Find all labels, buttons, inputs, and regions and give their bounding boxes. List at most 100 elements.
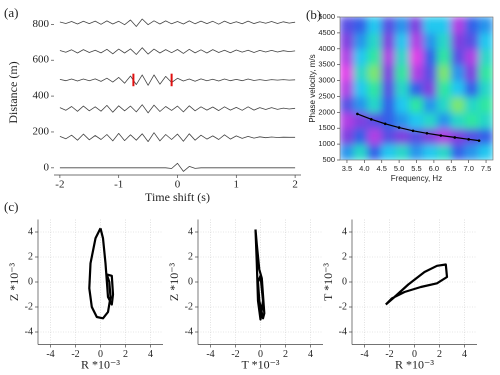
y-tick-label: -2 bbox=[339, 301, 347, 312]
heat-cell bbox=[422, 64, 438, 82]
heat-cell bbox=[464, 17, 480, 34]
heat-cell bbox=[422, 143, 438, 160]
heat-cell bbox=[367, 64, 383, 82]
heat-cell bbox=[367, 32, 383, 50]
x-axis-label: Frequency, Hz bbox=[391, 174, 442, 183]
panel: (b) 3.5 4.0 4.5 5.0 5.5 6.0 6.5 7.0 7.5 500 1000 150… bbox=[306, 7, 494, 183]
heat-cell bbox=[381, 143, 397, 160]
y-tick-label: 1500 bbox=[318, 123, 335, 132]
x-tick-label: 3.5 bbox=[342, 164, 352, 173]
y-tick-label: -2 bbox=[185, 301, 193, 312]
heat-cell bbox=[422, 95, 438, 113]
curve-point bbox=[425, 132, 429, 135]
heat-cell bbox=[340, 80, 355, 97]
x-tick-label: 0 bbox=[258, 349, 263, 360]
y-tick-label: -4 bbox=[185, 326, 193, 337]
heat-cell bbox=[367, 17, 383, 34]
x-tick-label: 2 bbox=[437, 349, 442, 360]
x-tick-label: 0 bbox=[175, 179, 181, 191]
x-tick-label: 0 bbox=[98, 349, 103, 360]
y-axis-label: Distance (m) bbox=[6, 61, 20, 123]
trace bbox=[59, 47, 296, 55]
heat-cell bbox=[450, 17, 466, 34]
y-tick-label: 1000 bbox=[318, 139, 335, 148]
y-tick-label: 2 bbox=[342, 251, 347, 262]
y-tick-label: 3500 bbox=[318, 60, 335, 69]
x-tick-label: -2 bbox=[55, 179, 64, 191]
heat-cell bbox=[381, 17, 397, 34]
heat-cell bbox=[464, 95, 480, 113]
heat-cell bbox=[353, 80, 369, 97]
heat-cell bbox=[367, 95, 383, 113]
y-tick-label: 4 bbox=[342, 226, 347, 237]
trace bbox=[59, 104, 296, 114]
y-tick-label: 5000 bbox=[318, 12, 335, 21]
x-tick-label: 6.0 bbox=[429, 164, 439, 173]
y-tick-label: 400 bbox=[33, 90, 50, 102]
x-tick-label: 5.0 bbox=[394, 164, 404, 173]
x-tick-label: -1 bbox=[114, 179, 123, 191]
heat-cell bbox=[353, 95, 369, 113]
heat-cell bbox=[478, 17, 493, 34]
heat-cell bbox=[353, 17, 369, 34]
x-axis-label: R *10⁻³ bbox=[395, 357, 434, 371]
y-tick-label: 3000 bbox=[318, 76, 335, 85]
heat-cell bbox=[478, 95, 493, 113]
heat-cell bbox=[436, 48, 452, 66]
curve-point bbox=[439, 134, 443, 137]
motion-curve bbox=[88, 227, 115, 320]
heat-cell bbox=[450, 48, 466, 66]
heat-cell bbox=[436, 143, 452, 160]
heat-cell bbox=[422, 127, 438, 145]
y-tick-label: 0 bbox=[28, 276, 33, 287]
heat-cell bbox=[340, 32, 355, 50]
heat-cell bbox=[395, 127, 411, 145]
heat-cell bbox=[464, 64, 480, 82]
motion-curve bbox=[385, 263, 449, 306]
heatmap-cells bbox=[340, 17, 493, 160]
curve-point bbox=[356, 112, 359, 116]
heat-cell bbox=[395, 48, 411, 66]
x-axis-label: R *10⁻³ bbox=[81, 357, 120, 371]
panel: -4 -2 0 2 4 -4 -2 0 2 4 R *10⁻³ T *10⁻³ bbox=[321, 219, 477, 371]
heat-cell bbox=[395, 95, 411, 113]
panel: (a) -2 -1 0 1 2 0 200 400 600 800 Time shift (s) Dis… bbox=[4, 5, 301, 204]
y-tick-label: 4 bbox=[188, 226, 193, 237]
y-tick-label: 600 bbox=[33, 54, 50, 66]
x-tick-label: 4 bbox=[308, 349, 313, 360]
x-tick-label: 4 bbox=[148, 349, 153, 360]
panel: -4 -2 0 2 4 -4 -2 0 2 4 T *10⁻³ Z *10⁻³ bbox=[167, 219, 323, 371]
curve-point bbox=[383, 122, 387, 126]
x-tick-label: 5.5 bbox=[411, 164, 421, 173]
heat-cell bbox=[340, 48, 355, 66]
heat-cell bbox=[450, 127, 466, 145]
y-tick-label: 0 bbox=[342, 276, 347, 287]
heat-cell bbox=[395, 17, 411, 34]
heat-cell bbox=[367, 80, 383, 97]
heat-cell bbox=[395, 80, 411, 97]
x-tick-label: 4.5 bbox=[377, 164, 387, 173]
heat-cell bbox=[340, 95, 355, 113]
y-tick-label: 200 bbox=[33, 125, 50, 137]
heat-cell bbox=[450, 32, 466, 50]
heat-cell bbox=[367, 127, 383, 145]
heat-cell bbox=[340, 64, 355, 82]
trace bbox=[59, 18, 296, 27]
heat-cell bbox=[436, 95, 452, 113]
curve-point bbox=[411, 129, 415, 133]
heat-cell bbox=[409, 143, 424, 160]
x-tick-label: 0 bbox=[412, 349, 417, 360]
heat-cell bbox=[422, 48, 438, 66]
x-tick-label: 4 bbox=[462, 349, 467, 360]
heat-cell bbox=[353, 143, 369, 160]
heat-cell bbox=[381, 48, 397, 66]
dispersion-curve bbox=[357, 113, 480, 142]
y-tick-label: -2 bbox=[25, 301, 33, 312]
heat-cell bbox=[422, 32, 438, 50]
x-axis-label: Time shift (s) bbox=[145, 190, 210, 204]
heat-cell bbox=[450, 95, 466, 113]
heat-cell bbox=[367, 48, 383, 66]
y-axis-label: Z *10⁻³ bbox=[167, 262, 181, 301]
heat-cell bbox=[353, 127, 369, 145]
